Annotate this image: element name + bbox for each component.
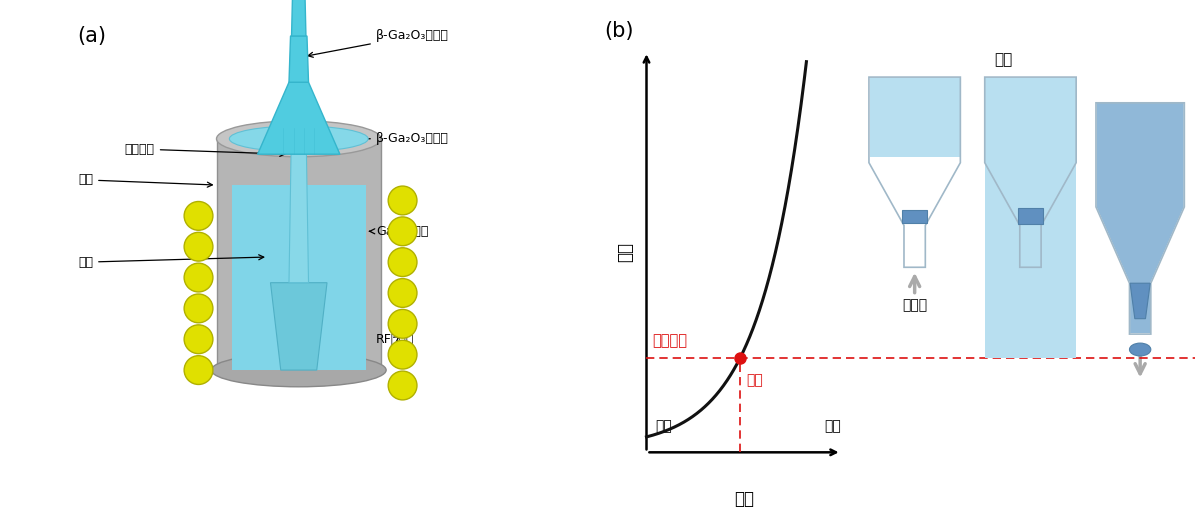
Text: 融点: 融点 — [746, 373, 762, 388]
Ellipse shape — [216, 121, 381, 157]
Text: 坩堝: 坩堝 — [78, 173, 213, 187]
Ellipse shape — [184, 356, 213, 384]
Text: β-Ga₂O₃種結晶: β-Ga₂O₃種結晶 — [308, 29, 449, 57]
Text: RFコイル: RFコイル — [376, 333, 415, 346]
Ellipse shape — [388, 217, 417, 246]
Ellipse shape — [184, 325, 213, 354]
FancyBboxPatch shape — [232, 185, 366, 370]
Ellipse shape — [184, 201, 213, 230]
Text: 高温: 高温 — [825, 419, 841, 434]
Text: 種結晶: 種結晶 — [902, 298, 927, 312]
Text: Ga₂O₃融液: Ga₂O₃融液 — [369, 225, 428, 238]
Ellipse shape — [388, 248, 417, 277]
FancyBboxPatch shape — [216, 139, 381, 370]
Text: (a): (a) — [78, 26, 106, 46]
Ellipse shape — [388, 186, 417, 215]
Polygon shape — [1018, 208, 1043, 224]
Text: 結晶: 結晶 — [1129, 146, 1151, 164]
Ellipse shape — [388, 279, 417, 307]
Ellipse shape — [184, 263, 213, 292]
Ellipse shape — [1129, 343, 1151, 356]
Polygon shape — [902, 210, 927, 223]
Ellipse shape — [388, 309, 417, 338]
Text: 結晶: 結晶 — [1022, 273, 1040, 288]
Ellipse shape — [184, 294, 213, 323]
Text: β-Ga₂O₃単結晶: β-Ga₂O₃単結晶 — [339, 132, 449, 145]
Text: 低温: 低温 — [656, 419, 673, 434]
Polygon shape — [258, 82, 339, 154]
Ellipse shape — [184, 232, 213, 261]
Text: 位置: 位置 — [617, 242, 635, 262]
Text: スリット: スリット — [124, 142, 284, 156]
Text: 融液: 融液 — [1022, 200, 1040, 215]
Polygon shape — [1130, 283, 1151, 319]
Text: ダイ: ダイ — [78, 255, 264, 269]
Ellipse shape — [212, 354, 386, 387]
Polygon shape — [289, 36, 308, 82]
Text: 温度: 温度 — [734, 489, 754, 508]
Text: 固液界面: 固液界面 — [652, 333, 687, 347]
Ellipse shape — [388, 371, 417, 400]
Polygon shape — [870, 78, 960, 157]
Polygon shape — [1097, 103, 1184, 333]
Polygon shape — [270, 283, 327, 370]
Text: 坩堝: 坩堝 — [994, 52, 1012, 67]
Text: (b): (b) — [603, 21, 633, 41]
Polygon shape — [292, 0, 306, 36]
Text: 融液: 融液 — [905, 118, 925, 136]
Polygon shape — [289, 154, 308, 283]
Ellipse shape — [388, 340, 417, 369]
Ellipse shape — [229, 126, 368, 152]
Polygon shape — [986, 78, 1076, 358]
